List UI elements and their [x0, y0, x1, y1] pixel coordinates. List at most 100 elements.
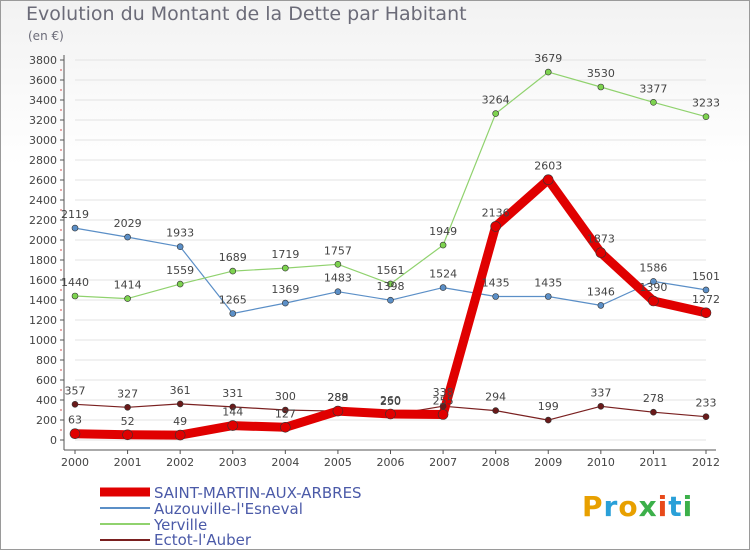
brand-letter: i	[657, 490, 669, 523]
data-label-2: 3679	[534, 52, 562, 65]
data-label-2: 1949	[429, 225, 457, 238]
y-tick-label: 1600	[29, 274, 57, 287]
brand-letter: i	[682, 490, 694, 523]
data-label-2: 1561	[377, 264, 405, 277]
series-point-0	[542, 174, 554, 185]
data-label-2: 1719	[271, 248, 299, 261]
series-point-2	[544, 68, 552, 76]
series-point-1	[334, 288, 342, 296]
legend-label-2: Yerville	[154, 516, 208, 534]
data-label-1: 1435	[534, 277, 562, 290]
x-tick-label: 2007	[429, 456, 457, 469]
series-point-3	[176, 400, 184, 408]
x-tick-label: 2003	[219, 456, 247, 469]
data-label-2: 3264	[482, 94, 510, 107]
data-label-3: 331	[222, 387, 243, 400]
data-label-2: 1757	[324, 244, 352, 257]
x-tick-label: 2005	[324, 456, 352, 469]
data-label-2: 3377	[639, 82, 667, 95]
data-label-1: 1524	[429, 268, 457, 281]
brand-letter: t	[668, 490, 683, 523]
series-point-0	[69, 428, 81, 440]
series-point-2	[124, 295, 131, 302]
data-label-3: 288	[327, 391, 348, 404]
data-label-1: 1586	[639, 261, 667, 274]
series-point-3	[282, 406, 289, 414]
brand-letter: r	[603, 490, 619, 523]
x-tick-label: 2008	[482, 456, 510, 469]
data-label-3: 361	[170, 384, 191, 397]
series-point-3	[492, 407, 499, 414]
series-point-3	[597, 402, 605, 410]
series-point-3	[650, 408, 657, 416]
brand-letter: o	[618, 490, 639, 523]
data-label-0: 1873	[587, 233, 615, 246]
data-label-2: 3233	[692, 97, 720, 110]
series-point-0	[280, 421, 291, 433]
series-point-0	[227, 420, 239, 431]
brand-letter: P	[582, 490, 604, 523]
data-label-3: 278	[643, 392, 664, 405]
y-tick-label: 200	[36, 414, 57, 427]
data-label-0: 52	[121, 415, 135, 428]
series-point-1	[702, 286, 710, 294]
data-label-3: 337	[590, 386, 611, 399]
series-point-1	[282, 299, 289, 307]
series-point-0	[332, 405, 344, 417]
series-point-2	[387, 280, 394, 288]
data-label-0: 144	[222, 406, 243, 419]
data-label-0: 127	[275, 407, 296, 420]
series-point-0	[385, 408, 396, 420]
x-tick-label: 2012	[692, 456, 720, 469]
x-tick-label: 2002	[166, 456, 194, 469]
x-tick-label: 2006	[377, 456, 405, 469]
series-point-3	[71, 400, 79, 408]
y-tick-label: 3400	[29, 94, 57, 107]
series-point-2	[71, 292, 79, 300]
data-label-0: 63	[68, 414, 82, 427]
data-label-0: 260	[380, 394, 401, 407]
y-tick-label: 1200	[29, 314, 57, 327]
x-tick-label: 2010	[587, 456, 615, 469]
series-point-2	[597, 83, 605, 91]
data-label-1: 1933	[166, 227, 194, 240]
y-tick-label: 2000	[29, 234, 57, 247]
y-tick-label: 3000	[29, 134, 57, 147]
series-point-1	[650, 278, 657, 285]
brand-letter: x	[638, 490, 658, 523]
series-point-0	[490, 221, 501, 232]
series-point-1	[176, 243, 184, 250]
series-point-2	[229, 267, 237, 275]
y-tick-label: 2400	[29, 194, 57, 207]
y-tick-label: 2800	[29, 154, 57, 167]
series-point-0	[700, 307, 712, 319]
data-label-3: 233	[696, 397, 717, 410]
series-point-2	[439, 241, 447, 249]
data-label-1: 1435	[482, 277, 510, 290]
data-label-2: 1414	[114, 279, 142, 292]
x-tick-label: 2004	[271, 456, 299, 469]
data-label-2: 3530	[587, 67, 615, 80]
data-label-3: 338	[433, 386, 454, 399]
series-point-1	[387, 296, 394, 304]
data-label-0: 1272	[692, 293, 720, 306]
series-point-3	[544, 416, 552, 424]
data-label-0: 255	[433, 395, 454, 408]
data-label-0: 2136	[482, 206, 510, 219]
x-tick-label: 2000	[61, 456, 89, 469]
chart-title: Evolution du Montant de la Dette par Hab…	[26, 3, 467, 25]
x-tick-label: 2009	[534, 456, 562, 469]
data-label-3: 199	[538, 400, 559, 413]
series-point-0	[174, 429, 186, 441]
series-point-2	[334, 260, 342, 268]
y-tick-label: 2200	[29, 214, 57, 227]
series-point-0	[122, 429, 133, 441]
data-label-3: 327	[117, 387, 138, 400]
series-point-1	[492, 293, 499, 300]
series-point-3	[229, 403, 237, 411]
series-point-0	[437, 409, 449, 420]
data-label-1: 1346	[587, 285, 615, 298]
series-point-3	[124, 403, 131, 411]
brand-logo: Proxiti	[582, 490, 693, 523]
series-point-0	[595, 247, 607, 258]
